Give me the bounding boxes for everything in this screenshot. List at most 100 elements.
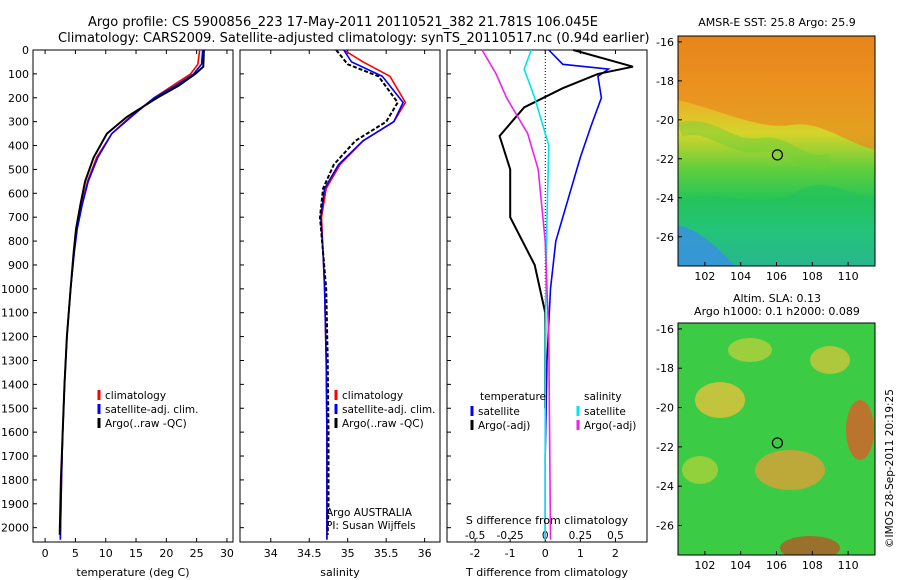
- sst-ytick-label-1: -18: [656, 75, 674, 88]
- temperature-panel-legend-label-2: Argo(..raw -QC): [105, 418, 187, 430]
- temperature-panel-xtick-label-0: 0: [42, 547, 49, 560]
- temperature-xlabel: temperature (deg C): [76, 566, 189, 579]
- temperature-panel-xtick-label-6: 30: [220, 547, 234, 560]
- sst-ytick-label-0: -16: [656, 36, 674, 49]
- difference-panel-frame: [446, 49, 648, 543]
- salinity-panel-series-2: [318, 49, 399, 535]
- salinity-panel-legend-label-0: climatology: [342, 390, 403, 402]
- temperature-panel-xtick-label-5: 25: [190, 547, 204, 560]
- depth-tick-label-15: 1500: [1, 402, 29, 415]
- argo-annotation-line2: PI: Susan Wijffels: [326, 520, 416, 532]
- figure-title-line2: Climatology: CARS2009. Satellite-adjuste…: [58, 31, 650, 46]
- sst-argo-location-marker: [771, 149, 783, 161]
- depth-tick-label-11: 1100: [1, 307, 29, 320]
- sla-map-field: [682, 338, 874, 555]
- depth-tick-label-16: 1600: [1, 426, 29, 439]
- temperature-panel-series-2: [58, 49, 205, 535]
- temperature-panel-series-1: [59, 49, 204, 540]
- sla-ytick-label-0: -16: [656, 323, 674, 336]
- difference-legend-title-1: salinity: [584, 391, 622, 403]
- difference-legend-label-2: satellite: [584, 406, 626, 418]
- depth-tick-label-0: 0: [22, 44, 29, 57]
- difference-panel-xtick-label-3: 1: [577, 547, 584, 560]
- depth-tick-label-12: 1200: [1, 331, 29, 344]
- sst-xtick-label-1: 104: [730, 270, 751, 283]
- salinity-panel-xtick-label-0: 34: [264, 547, 278, 560]
- temperature-panel-xtick-label-3: 15: [129, 547, 143, 560]
- difference-panel-series-1: [498, 49, 634, 409]
- difference-panel-xtick-label-1: -1: [505, 547, 516, 560]
- salinity-panel-frame: [239, 49, 441, 543]
- depth-tick-label-6: 600: [8, 187, 29, 200]
- s-xtick-label-4: 0.5: [607, 530, 624, 542]
- sst-xtick-label-0: 102: [694, 270, 715, 283]
- difference-panel-series-2: [523, 49, 550, 540]
- salinity-panel-legend-label-1: satellite-adj. clim.: [342, 404, 435, 416]
- map-axes: 102 104 106 108 110 -16 -18 -20 -22 -24 -26 102 104 1…: [656, 36, 859, 572]
- temperature-plot: 0 5 10 15 20 25 300100200300400500600700800900…: [1, 44, 234, 560]
- difference-panel-xtick-label-4: 2: [612, 547, 619, 560]
- difference-legend-label-1: Argo(-adj): [478, 420, 530, 432]
- temperature-panel-xtick-label-2: 10: [99, 547, 113, 560]
- depth-tick-label-5: 500: [8, 163, 29, 176]
- sst-ytick-label-5: -26: [656, 231, 674, 244]
- difference-plot: -2 -1 0 1 2-0.5 -0.25 0 0.25 0.5temperaturesatel…: [447, 49, 636, 560]
- sst-xtick-label-2: 106: [766, 270, 787, 283]
- sla-ytick-label-2: -20: [656, 402, 674, 415]
- temperature-panel-legend-label-0: climatology: [105, 390, 166, 402]
- sla-ytick-label-3: -22: [656, 441, 674, 454]
- sla-ytick-label-5: -26: [656, 520, 674, 533]
- salinity-panel-xtick-label-3: 35.5: [374, 547, 399, 560]
- depth-tick-label-4: 400: [8, 140, 29, 153]
- depth-tick-label-17: 1700: [1, 450, 29, 463]
- sst-map-title: AMSR-E SST: 25.8 Argo: 25.9: [698, 16, 856, 29]
- sst-xtick-label-3: 108: [802, 270, 823, 283]
- temperature-panel-xtick-label-1: 5: [72, 547, 79, 560]
- depth-tick-label-3: 300: [8, 116, 29, 129]
- sla-xtick-label-2: 106: [766, 559, 787, 572]
- sla-map-title-line2: Argo h1000: 0.1 h2000: 0.089: [694, 305, 860, 318]
- argo-annotation-line1: Argo AUSTRALIA: [326, 507, 413, 519]
- depth-tick-label-8: 800: [8, 235, 29, 248]
- sla-xtick-label-0: 102: [694, 559, 715, 572]
- difference-panel-series-3: [481, 49, 552, 540]
- salinity-panel-series-0: [320, 49, 407, 540]
- figure-title-line1: Argo profile: CS 5900856_223 17-May-2011…: [88, 15, 598, 30]
- temperature-panel-series-0: [59, 49, 201, 540]
- salinity-panel-xtick-label-2: 35: [341, 547, 355, 560]
- sst-map-field: [678, 36, 875, 266]
- imos-credit: ©IMOS 28-Sep-2011 20:19:25: [884, 389, 896, 548]
- difference-legend-title-0: temperature: [480, 391, 546, 403]
- temperature-panel-legend-label-1: satellite-adj. clim.: [105, 404, 198, 416]
- depth-tick-label-18: 1800: [1, 474, 29, 487]
- sst-xtick-label-4: 110: [838, 270, 859, 283]
- salinity-panel-legend-label-2: Argo(..raw -QC): [342, 418, 424, 430]
- depth-tick-label-9: 900: [8, 259, 29, 272]
- depth-tick-label-19: 1900: [1, 498, 29, 511]
- sla-argo-location-marker: [771, 437, 783, 449]
- s-xtick-label-0: -0.5: [465, 530, 486, 542]
- depth-tick-label-13: 1300: [1, 354, 29, 367]
- sst-ytick-label-3: -22: [656, 153, 674, 166]
- depth-tick-label-7: 700: [8, 211, 29, 224]
- depth-tick-label-1: 100: [8, 68, 29, 81]
- difference-xlabel-top: S difference from climatology: [466, 514, 629, 527]
- temperature-panel-frame: [32, 49, 234, 543]
- temperature-panel-xtick-label-4: 20: [159, 547, 173, 560]
- sla-xtick-label-1: 104: [730, 559, 751, 572]
- sla-ytick-label-1: -18: [656, 362, 674, 375]
- sst-ytick-label-2: -20: [656, 114, 674, 127]
- difference-panel-series-0: [544, 49, 611, 540]
- depth-tick-label-20: 2000: [1, 522, 29, 535]
- salinity-panel-xtick-label-1: 34.5: [297, 547, 322, 560]
- depth-tick-label-2: 200: [8, 92, 29, 105]
- sla-xtick-label-4: 110: [838, 559, 859, 572]
- difference-panel-xtick-label-0: -2: [470, 547, 481, 560]
- difference-panel-xtick-label-2: 0: [542, 547, 549, 560]
- s-xtick-label-3: 0.25: [569, 530, 592, 542]
- difference-legend-label-3: Argo(-adj): [584, 420, 636, 432]
- salinity-xlabel: salinity: [320, 566, 360, 579]
- sla-xtick-label-3: 108: [802, 559, 823, 572]
- difference-legend-label-0: satellite: [478, 406, 520, 418]
